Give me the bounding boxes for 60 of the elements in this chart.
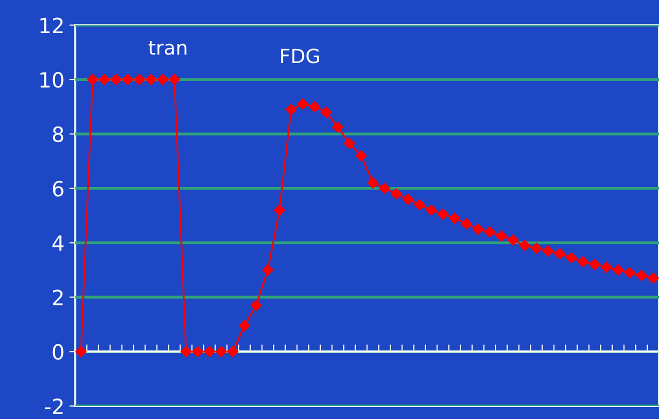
point bbox=[542, 245, 554, 257]
annotation: tran bbox=[148, 40, 186, 55]
point bbox=[460, 218, 472, 230]
y-tick-label: 8 bbox=[52, 126, 64, 142]
point bbox=[566, 252, 578, 264]
point bbox=[192, 346, 204, 358]
point bbox=[180, 346, 192, 358]
point bbox=[110, 74, 122, 86]
y-tick-label: 6 bbox=[52, 180, 64, 197]
point bbox=[402, 194, 414, 205]
point bbox=[168, 74, 180, 86]
point bbox=[390, 188, 402, 200]
point bbox=[449, 212, 460, 224]
point bbox=[320, 106, 332, 118]
point bbox=[344, 138, 356, 150]
point bbox=[98, 74, 110, 86]
point bbox=[426, 204, 437, 216]
point bbox=[238, 320, 250, 332]
point bbox=[356, 150, 367, 162]
point bbox=[262, 264, 274, 276]
y-tick-label: 0 bbox=[52, 344, 64, 360]
y-tick-label: -2 bbox=[44, 398, 63, 414]
point bbox=[215, 346, 227, 358]
point bbox=[484, 226, 496, 238]
point bbox=[367, 177, 379, 189]
point bbox=[297, 98, 308, 110]
point bbox=[332, 122, 344, 133]
point bbox=[624, 267, 636, 278]
point bbox=[577, 256, 589, 268]
point bbox=[600, 262, 612, 273]
point bbox=[507, 234, 519, 246]
annotation: FDG bbox=[281, 48, 319, 64]
point bbox=[648, 272, 659, 284]
point bbox=[157, 74, 168, 86]
point bbox=[589, 258, 600, 270]
point bbox=[496, 230, 507, 242]
point bbox=[378, 182, 390, 194]
point bbox=[554, 248, 566, 260]
point bbox=[519, 240, 530, 252]
point bbox=[286, 104, 297, 116]
point bbox=[227, 346, 238, 358]
point bbox=[414, 199, 426, 210]
point bbox=[204, 346, 216, 358]
y-tick-label: 2 bbox=[52, 290, 63, 306]
point bbox=[145, 74, 157, 86]
point bbox=[308, 101, 320, 112]
point bbox=[530, 242, 542, 254]
point bbox=[472, 224, 484, 235]
point bbox=[636, 270, 648, 282]
y-tick-label: 4 bbox=[52, 236, 64, 251]
y-tick-label: 12 bbox=[40, 18, 63, 34]
point bbox=[437, 208, 449, 220]
point bbox=[612, 264, 624, 276]
point bbox=[134, 74, 145, 86]
point bbox=[87, 74, 98, 86]
point bbox=[122, 74, 134, 86]
point bbox=[274, 204, 286, 216]
y-tick-label: 10 bbox=[40, 72, 64, 88]
point bbox=[75, 346, 87, 358]
point bbox=[250, 300, 262, 311]
